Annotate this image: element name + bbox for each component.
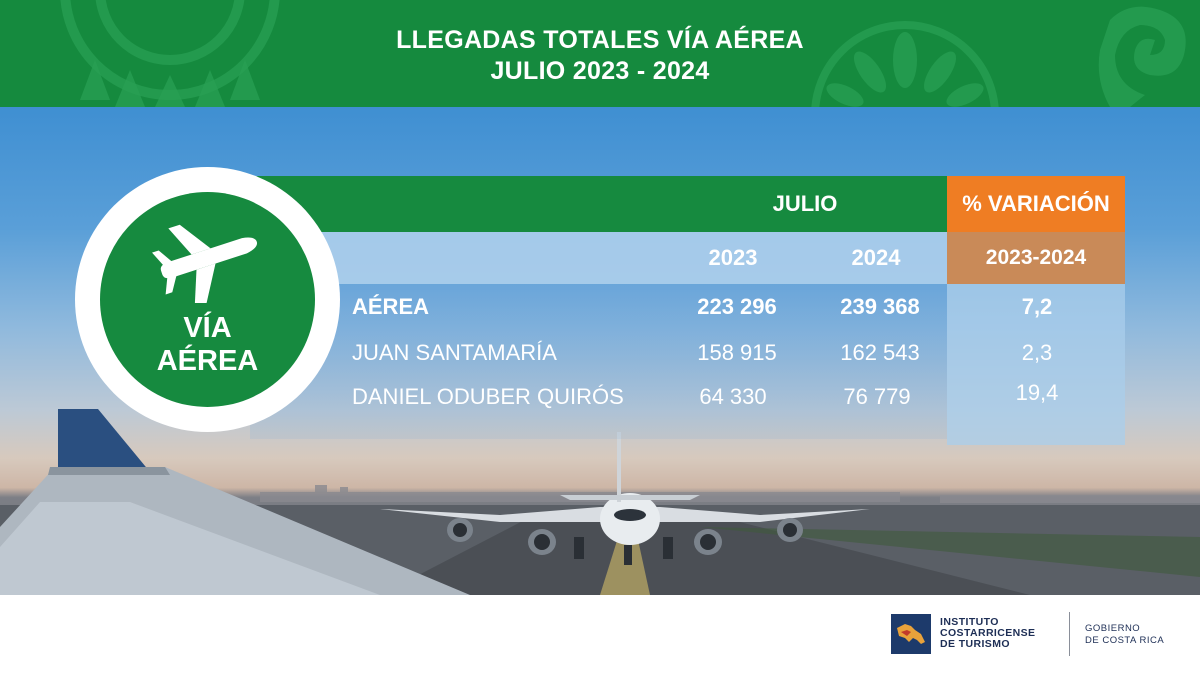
cell-daniel-oduber-variation: 19,4	[1015, 380, 1059, 405]
cell-aerea-2024: 239 368	[840, 294, 920, 319]
runway-illustration	[0, 409, 1200, 595]
decorative-pattern-left	[60, 0, 280, 107]
footer-divider	[1069, 612, 1070, 656]
decorative-shape-right	[1098, 6, 1186, 107]
cell-aerea-variation: 7,2	[1021, 294, 1053, 319]
table-header-bar	[250, 176, 947, 232]
cell-juan-santamaria-2023: 158 915	[697, 340, 777, 365]
costa-rica-map-icon	[897, 624, 925, 644]
year-header-2023: 2023	[708, 245, 758, 270]
cell-daniel-oduber-2023: 64 330	[699, 384, 767, 409]
cell-daniel-oduber-2024: 76 779	[843, 384, 911, 409]
badge-label-line-2: AÉREA	[156, 345, 259, 377]
header-banner: LLEGADAS TOTALES VÍA AÉREA JULIO 2023 - …	[0, 0, 1200, 107]
cell-juan-santamaria-variation: 2,3	[1021, 340, 1053, 365]
row-label-daniel-oduber: DANIEL ODUBER QUIRÓS	[352, 384, 624, 409]
row-label-aerea: AÉREA	[352, 294, 430, 319]
badge-label-line-1: VÍA	[183, 312, 232, 344]
footer	[0, 595, 1200, 675]
year-header-2024: 2024	[851, 245, 901, 270]
table-subheader-bar	[250, 232, 947, 284]
gobierno-name: GOBIERNO DE COSTA RICA	[1085, 623, 1164, 647]
badge-circle	[100, 192, 315, 407]
cell-juan-santamaria-2024: 162 543	[840, 340, 920, 365]
variation-column	[947, 284, 1125, 445]
decorative-flower	[811, 21, 999, 107]
variation-period: 2023-2024	[947, 232, 1125, 284]
foreground-wing	[0, 409, 470, 595]
ict-name-line-3: DE TURISMO	[940, 638, 1010, 650]
airplane-icon	[152, 224, 258, 303]
ict-name: INSTITUTO COSTARRICENSE DE TURISMO	[940, 617, 1035, 650]
ict-name-line-1: INSTITUTO	[940, 616, 999, 628]
ict-logo	[891, 614, 931, 654]
row-label-juan-santamaria: JUAN SANTAMARÍA	[352, 340, 557, 365]
table-body-panel	[250, 284, 947, 439]
gobierno-line-1: GOBIERNO	[1085, 623, 1141, 634]
ict-name-line-2: COSTARRICENSE	[940, 627, 1036, 639]
group-header-julio: JULIO	[772, 191, 838, 216]
title-line-1: LLEGADAS TOTALES VÍA AÉREA	[396, 26, 804, 54]
gobierno-line-2: DE COSTA RICA	[1085, 635, 1165, 646]
page-title: LLEGADAS TOTALES VÍA AÉREA JULIO 2023 - …	[0, 25, 1200, 87]
badge-label: VÍA AÉREA	[100, 312, 315, 378]
variation-header: % VARIACIÓN	[947, 176, 1125, 232]
airplane-illustration	[380, 432, 870, 565]
cell-aerea-2023: 223 296	[697, 294, 777, 319]
title-line-2: JULIO 2023 - 2024	[490, 57, 710, 85]
